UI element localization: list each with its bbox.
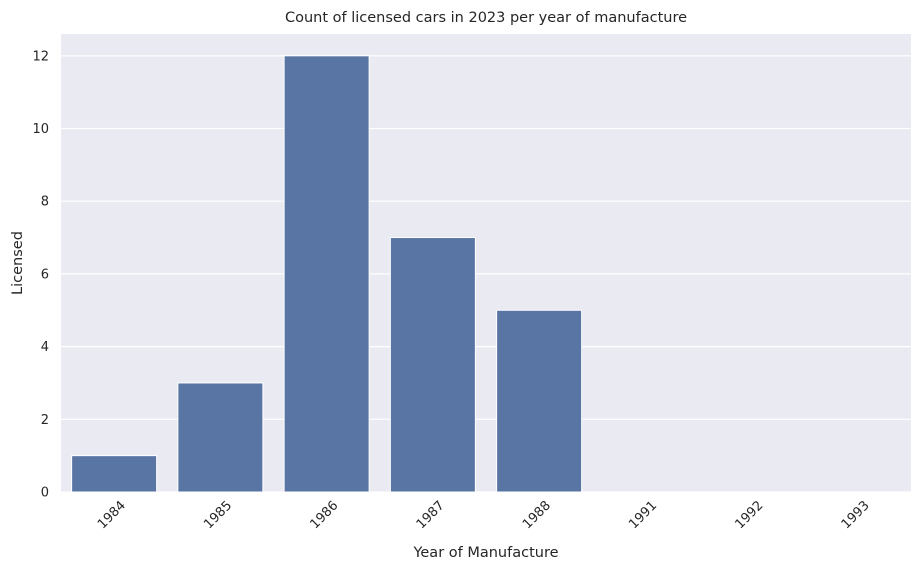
- bar-1987: [389, 237, 476, 493]
- x-axis-ticks: 1984 1985 1986 1987 1988 1991 1992 1993: [95, 498, 873, 532]
- bar-1986: [283, 55, 370, 493]
- x-tick-label: 1988: [520, 498, 554, 532]
- y-tick-label: 10: [32, 122, 49, 137]
- y-tick-label: 0: [41, 486, 49, 501]
- y-tick-label: 8: [41, 195, 49, 210]
- y-tick-label: 2: [41, 413, 49, 428]
- bar-1984: [71, 455, 158, 493]
- y-axis-ticks: 0 2 4 6 8 10 12: [32, 49, 49, 500]
- bar-1985: [177, 382, 264, 493]
- y-axis-label: Licensed: [10, 231, 26, 295]
- x-tick-label: 1986: [307, 498, 341, 532]
- y-tick-label: 12: [32, 49, 49, 64]
- y-tick-label: 4: [41, 340, 49, 355]
- bar-1988: [496, 309, 583, 493]
- chart-title: Count of licensed cars in 2023 per year …: [285, 10, 687, 26]
- x-axis-label: Year of Manufacture: [412, 545, 558, 561]
- x-tick-label: 1984: [95, 498, 129, 532]
- x-tick-label: 1985: [201, 498, 235, 532]
- bars: [71, 55, 583, 493]
- x-tick-label: 1992: [732, 498, 766, 532]
- y-tick-label: 6: [41, 267, 49, 282]
- x-tick-label: 1987: [414, 498, 448, 532]
- x-tick-label: 1991: [626, 498, 660, 532]
- x-tick-label: 1993: [839, 498, 873, 532]
